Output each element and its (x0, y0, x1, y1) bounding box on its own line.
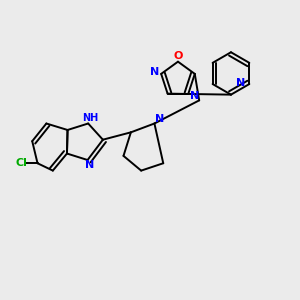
Text: Cl: Cl (15, 158, 27, 168)
Text: N: N (190, 91, 200, 101)
Text: N: N (85, 160, 94, 170)
Text: N: N (236, 78, 246, 88)
Text: NH: NH (82, 113, 99, 123)
Text: N: N (150, 67, 159, 76)
Text: N: N (155, 114, 164, 124)
Text: O: O (173, 51, 183, 62)
